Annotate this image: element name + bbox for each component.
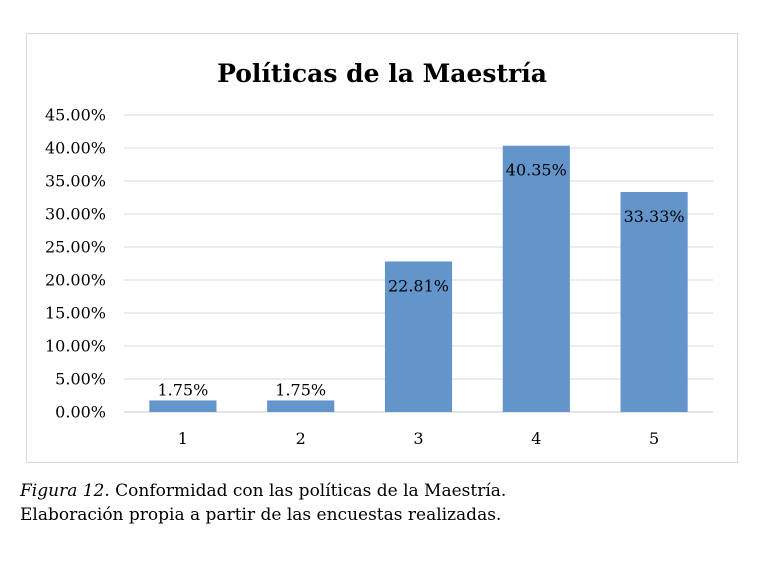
y-tick-label: 40.00% bbox=[45, 139, 106, 158]
y-axis-ticks: 0.00% 5.00% 10.00% 15.00% 20.00% 25.00% 30.00%… bbox=[45, 106, 106, 422]
y-tick-label: 45.00% bbox=[45, 106, 106, 125]
y-tick-label: 25.00% bbox=[45, 238, 106, 257]
bar bbox=[149, 400, 217, 412]
x-axis-ticks: 1 2 3 4 5 bbox=[178, 429, 659, 448]
data-labels: 1.75% 1.75% 22.81% 40.35% 33.33% bbox=[157, 161, 684, 400]
bar bbox=[620, 192, 688, 412]
data-label: 1.75% bbox=[157, 380, 208, 399]
gridlines bbox=[124, 114, 713, 413]
bars bbox=[149, 145, 688, 412]
x-tick-label: 3 bbox=[413, 429, 423, 448]
caption-line-2: Elaboración propia a partir de las encue… bbox=[20, 505, 502, 525]
bar bbox=[384, 261, 453, 412]
x-tick-label: 4 bbox=[531, 429, 541, 448]
figure-caption: Figura 12. Conformidad con las políticas… bbox=[20, 479, 750, 527]
data-label: 33.33% bbox=[624, 207, 685, 226]
data-label: 1.75% bbox=[275, 380, 326, 399]
y-tick-label: 10.00% bbox=[45, 337, 106, 356]
y-tick-label: 5.00% bbox=[55, 370, 106, 389]
x-tick-label: 1 bbox=[178, 429, 188, 448]
y-tick-label: 30.00% bbox=[45, 205, 106, 224]
chart-frame bbox=[26, 33, 738, 463]
chart-title: Políticas de la Maestría bbox=[217, 59, 547, 88]
x-tick-label: 2 bbox=[296, 429, 306, 448]
data-label: 22.81% bbox=[388, 276, 449, 295]
y-tick-label: 15.00% bbox=[45, 304, 106, 323]
figure-label: Figura 12. bbox=[20, 481, 110, 501]
y-tick-label: 0.00% bbox=[55, 403, 106, 422]
caption-line-1: Figura 12. Conformidad con las políticas… bbox=[20, 479, 750, 503]
caption-description: Conformidad con las políticas de la Maes… bbox=[109, 481, 507, 501]
bar bbox=[502, 145, 570, 412]
x-tick-label: 5 bbox=[649, 429, 659, 448]
bar bbox=[267, 400, 335, 412]
y-tick-label: 35.00% bbox=[45, 172, 106, 191]
data-label: 40.35% bbox=[506, 161, 567, 180]
bar-chart: Políticas de la Maestría 0.00%5.00%10.00… bbox=[45, 59, 713, 448]
y-tick-label: 20.00% bbox=[45, 271, 106, 290]
